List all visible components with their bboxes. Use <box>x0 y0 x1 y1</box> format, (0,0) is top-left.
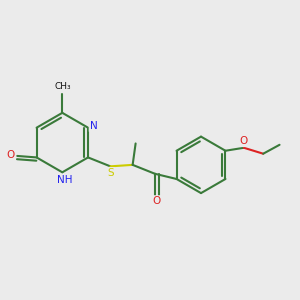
Text: O: O <box>7 150 15 160</box>
Text: CH₃: CH₃ <box>54 82 70 91</box>
Text: N: N <box>89 121 97 131</box>
Text: NH: NH <box>57 175 72 185</box>
Text: O: O <box>152 196 160 206</box>
Text: O: O <box>240 136 248 146</box>
Text: S: S <box>108 168 114 178</box>
